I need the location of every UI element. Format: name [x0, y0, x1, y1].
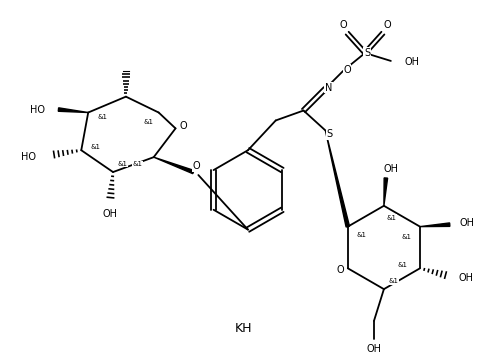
Text: S: S [326, 129, 332, 139]
Text: OH: OH [103, 209, 118, 219]
Text: OH: OH [459, 218, 474, 228]
Text: &1: &1 [389, 278, 399, 284]
Polygon shape [384, 178, 388, 206]
Text: OH: OH [458, 273, 473, 283]
Text: OH: OH [383, 164, 399, 174]
Text: HO: HO [30, 105, 45, 115]
Polygon shape [420, 223, 450, 227]
Text: &1: &1 [401, 233, 411, 240]
Text: O: O [180, 121, 187, 131]
Text: KH: KH [234, 322, 252, 335]
Text: &1: &1 [397, 262, 407, 268]
Text: O: O [192, 161, 200, 171]
Text: &1: &1 [133, 161, 143, 167]
Polygon shape [325, 130, 349, 227]
Text: &1: &1 [90, 144, 100, 150]
Text: HO: HO [20, 152, 35, 162]
Text: OH: OH [405, 57, 420, 67]
Text: O: O [344, 65, 351, 75]
Polygon shape [154, 157, 194, 174]
Text: S: S [364, 48, 370, 58]
Text: OH: OH [366, 344, 382, 354]
Text: O: O [336, 265, 344, 275]
Polygon shape [58, 108, 88, 112]
Text: N: N [325, 83, 332, 93]
Text: &1: &1 [357, 232, 367, 237]
Text: &1: &1 [97, 115, 107, 120]
Text: &1: &1 [118, 161, 128, 167]
Text: &1: &1 [387, 215, 397, 221]
Text: O: O [339, 20, 347, 30]
Text: O: O [383, 20, 391, 30]
Text: &1: &1 [144, 120, 154, 125]
